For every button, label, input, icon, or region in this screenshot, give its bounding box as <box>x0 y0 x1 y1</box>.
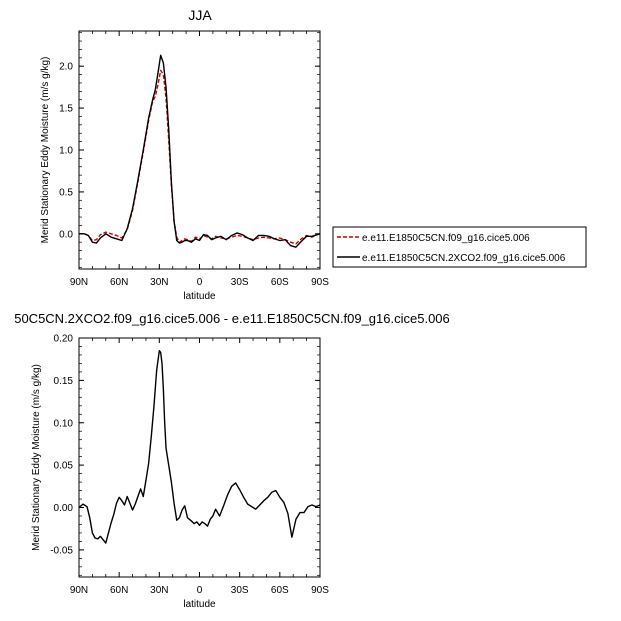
legend-label-1: e.e11.E1850C5CN.2XCO2.f09_g16.cice5.006 <box>362 253 566 264</box>
legend-box <box>332 226 587 268</box>
panel-bottom: 50C5CN.2XCO2.f09_g16.cice5.006 - e.e11.E… <box>14 311 450 610</box>
chart-title: JJA <box>188 7 212 23</box>
y-tick-label: 0.0 <box>59 229 73 240</box>
y-tick-label: 2.0 <box>59 62 73 73</box>
x-tick-label: 60S <box>271 585 289 596</box>
series-line-0 <box>79 350 320 544</box>
x-tick-label: 60N <box>110 277 128 288</box>
x-tick-label: 30S <box>231 585 249 596</box>
x-tick-label: 60S <box>271 277 289 288</box>
legend-label-0: e.e11.E1850C5CN.f09_g16.cice5.006 <box>362 233 530 244</box>
x-tick-label: 30S <box>231 277 249 288</box>
x-tick-label: 60N <box>110 585 128 596</box>
x-tick-label: 90S <box>311 585 329 596</box>
x-tick-label: 0 <box>197 585 203 596</box>
x-tick-label: 30N <box>150 277 168 288</box>
x-axis-title: latitude <box>183 599 216 610</box>
plot-frame <box>78 30 321 270</box>
y-tick-label: 0.5 <box>59 187 73 198</box>
panel-top: JJA 90N 60N 30N 0 30S 60S 90S 0.0 0.5 1.0 1.5 2.0 lat… <box>40 7 587 302</box>
y-tick-label: 0.20 <box>54 334 74 345</box>
x-tick-label: 90S <box>311 277 329 288</box>
chart-title: 50C5CN.2XCO2.f09_g16.cice5.006 - e.e11.E… <box>14 311 450 326</box>
y-tick-label: 1.0 <box>59 146 73 157</box>
y-tick-label: 0.15 <box>54 376 74 387</box>
y-tick-label: 0.10 <box>54 418 74 429</box>
plot-frame <box>78 337 321 578</box>
y-tick-label: 0.05 <box>54 461 74 472</box>
y-tick-label: -0.05 <box>50 545 73 556</box>
y-axis-title: Merid Stationary Eddy Moisture (m/s g/kg… <box>31 364 42 551</box>
y-tick-label: 1.5 <box>59 104 73 115</box>
x-tick-label: 0 <box>197 277 203 288</box>
x-tick-label: 30N <box>150 585 168 596</box>
y-axis-title: Merid Stationary Eddy Moisture (m/s g/kg… <box>40 57 51 244</box>
x-axis-title: latitude <box>183 291 216 302</box>
x-tick-label: 90N <box>70 277 88 288</box>
series-line-1 <box>79 54 320 248</box>
x-tick-label: 90N <box>70 585 88 596</box>
series-line-0 <box>79 69 320 245</box>
y-tick-label: 0.00 <box>54 503 74 514</box>
